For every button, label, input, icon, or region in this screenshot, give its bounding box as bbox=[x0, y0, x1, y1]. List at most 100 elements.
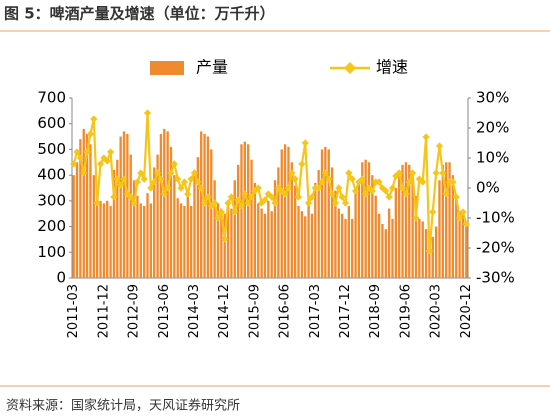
growth-marker bbox=[150, 178, 158, 186]
x-tick-label: 2014-12 bbox=[217, 284, 232, 338]
chart-title: 图 5：啤酒产量及增速（单位：万千升） bbox=[4, 5, 275, 23]
growth-marker bbox=[133, 178, 142, 186]
growth-marker bbox=[288, 169, 296, 177]
bar bbox=[146, 193, 149, 278]
growth-marker bbox=[281, 190, 289, 198]
growth-marker bbox=[184, 190, 192, 198]
bar bbox=[176, 198, 179, 278]
growth-marker bbox=[76, 154, 84, 162]
growth-marker bbox=[177, 184, 185, 192]
bar bbox=[72, 175, 75, 278]
growth-marker bbox=[304, 199, 313, 207]
y2-tick-label: -20% bbox=[476, 239, 515, 257]
growth-marker bbox=[398, 184, 407, 192]
bar bbox=[391, 218, 394, 278]
bar bbox=[381, 224, 384, 278]
growth-marker bbox=[211, 199, 219, 207]
bar bbox=[200, 131, 203, 278]
growth-marker bbox=[244, 199, 252, 207]
bar bbox=[310, 213, 314, 278]
growth-marker bbox=[435, 142, 444, 150]
y2-tick-label: 20% bbox=[476, 119, 509, 137]
growth-marker bbox=[331, 199, 340, 207]
growth-marker bbox=[130, 199, 138, 207]
bar bbox=[136, 195, 139, 278]
growth-marker bbox=[110, 193, 118, 201]
bar bbox=[455, 195, 458, 278]
x-tick-label: 2011-12 bbox=[96, 284, 111, 338]
bar bbox=[236, 164, 240, 278]
bar bbox=[106, 200, 109, 278]
bar bbox=[119, 136, 122, 278]
growth-marker bbox=[117, 181, 125, 189]
bar bbox=[414, 195, 418, 278]
y-tick-label: 400 bbox=[37, 166, 66, 184]
growth-marker bbox=[368, 187, 376, 195]
growth-marker bbox=[247, 193, 256, 201]
bar bbox=[159, 134, 163, 278]
bar bbox=[247, 144, 250, 278]
growth-marker bbox=[170, 160, 178, 168]
legend-marker bbox=[344, 62, 356, 74]
growth-marker bbox=[93, 199, 101, 207]
bar bbox=[330, 167, 334, 278]
bar bbox=[357, 180, 361, 278]
bar bbox=[411, 177, 414, 278]
bar bbox=[257, 203, 260, 278]
bar bbox=[169, 146, 173, 278]
bar bbox=[320, 149, 324, 278]
bar bbox=[354, 190, 357, 278]
bar bbox=[193, 170, 196, 278]
growth-marker bbox=[422, 133, 430, 141]
bar bbox=[263, 213, 267, 278]
bar bbox=[139, 203, 142, 278]
y2-tick-label: 0% bbox=[476, 179, 500, 197]
growth-marker bbox=[227, 193, 236, 201]
bar bbox=[461, 213, 465, 278]
y-tick-label: 600 bbox=[37, 114, 66, 132]
growth-marker bbox=[351, 187, 360, 195]
growth-marker bbox=[338, 193, 346, 201]
legend-swatch bbox=[150, 61, 184, 75]
growth-marker bbox=[315, 184, 323, 192]
growth-marker bbox=[452, 193, 460, 201]
growth-marker bbox=[73, 148, 81, 156]
growth-marker bbox=[160, 190, 168, 198]
growth-marker bbox=[278, 187, 286, 195]
legend-label: 产量 bbox=[196, 58, 228, 77]
bar bbox=[216, 203, 220, 278]
growth-marker bbox=[143, 109, 152, 117]
bar bbox=[431, 236, 434, 278]
growth-marker bbox=[217, 208, 225, 216]
growth-marker bbox=[318, 178, 326, 186]
bar bbox=[394, 188, 398, 278]
bar bbox=[340, 213, 344, 278]
x-tick-label: 2018-09 bbox=[368, 284, 383, 338]
bar bbox=[290, 162, 293, 278]
growth-marker bbox=[439, 169, 447, 177]
growth-marker bbox=[429, 208, 437, 216]
growth-marker bbox=[325, 175, 333, 183]
bar bbox=[166, 131, 169, 278]
growth-marker bbox=[271, 199, 279, 207]
growth-marker bbox=[137, 169, 145, 177]
growth-marker bbox=[358, 175, 366, 183]
growth-marker bbox=[419, 178, 427, 186]
bar bbox=[220, 208, 223, 278]
growth-marker bbox=[432, 169, 440, 177]
growth-marker bbox=[234, 196, 242, 204]
bar bbox=[206, 136, 210, 278]
x-tick-label: 2016-06 bbox=[278, 284, 293, 338]
bar bbox=[99, 200, 102, 278]
bar bbox=[377, 213, 381, 278]
bar bbox=[95, 195, 99, 278]
bar bbox=[324, 146, 327, 278]
bar bbox=[186, 195, 189, 278]
growth-marker bbox=[96, 160, 105, 168]
growth-marker bbox=[264, 190, 272, 198]
bar bbox=[260, 208, 263, 278]
growth-marker bbox=[187, 175, 195, 183]
bar bbox=[250, 159, 253, 278]
growth-marker bbox=[70, 160, 78, 168]
bar bbox=[465, 224, 468, 278]
